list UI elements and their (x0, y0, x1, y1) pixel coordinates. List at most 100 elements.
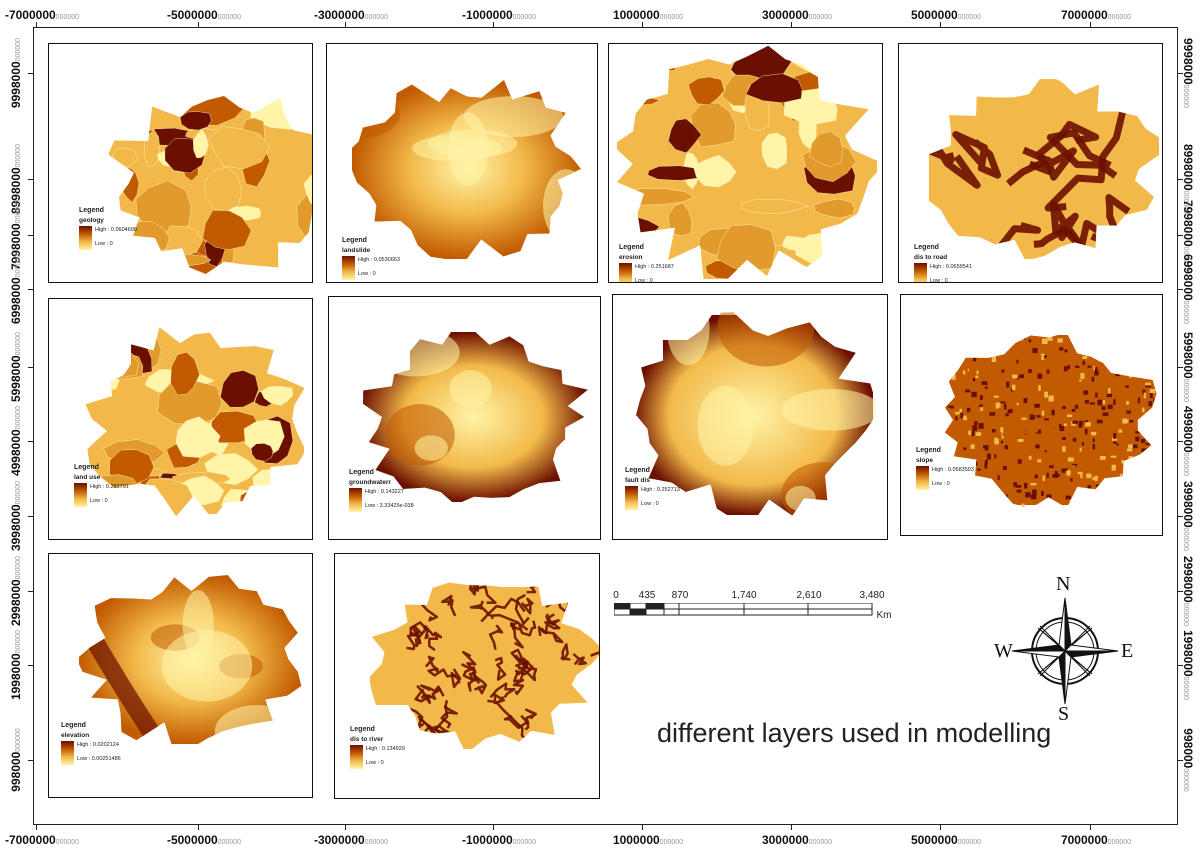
y-tick-right-5-decimals: 000000 (1182, 452, 1189, 477)
map-outline (611, 45, 882, 282)
y-tick-left-9-value: 998000 (9, 751, 23, 792)
legend-high-value: High : 0.252713 (641, 487, 680, 493)
x-tick-top-5-decimals: 000000 (808, 14, 833, 21)
x-tick-bottom-3-decimals: 000000 (512, 839, 537, 846)
legend-color-ramp (61, 741, 74, 765)
legend-low-value: Low : 0 (635, 278, 653, 283)
y-tick-right-4-decimals: 000000 (1182, 378, 1189, 403)
tick-mark (36, 22, 37, 27)
map-panel-dis-to-river: Legend dis to river High : 0.134929 Low : 0 (334, 553, 600, 799)
tick-mark (28, 73, 33, 74)
map-panel-slope: Legend slope High : 0.0583593 Low : 0 (900, 294, 1163, 536)
legend-high-value: High : 0.251687 (635, 264, 674, 270)
y-tick-left-3: 6998000000000 (9, 254, 23, 324)
x-tick-top-1-decimals: 000000 (217, 14, 242, 21)
map-outline (944, 332, 1158, 510)
dis-to-river-map (368, 582, 599, 755)
x-tick-bottom-0-decimals: 000000 (55, 839, 80, 846)
scale-bar-graphic (614, 603, 873, 616)
legend-values: High : 0.143227 Low : 3.33425e-038 (365, 487, 414, 511)
y-tick-right-6-value: 3998000 (1181, 480, 1195, 528)
x-tick-bottom-4-decimals: 000000 (659, 839, 684, 846)
y-tick-right-6: 3998000000000 (1181, 481, 1195, 551)
x-tick-bottom-4: 1000000000000 (613, 833, 683, 847)
tick-mark (198, 825, 199, 830)
fault-dis-legend: Legend fault dis High : 0.252713 Low : 0 (625, 467, 680, 510)
scale-unit: Km (876, 610, 892, 621)
x-tick-top-0: -7000000000000 (5, 8, 79, 22)
legend-title: Legend (79, 207, 104, 214)
y-tick-right-0-decimals: 000000 (1182, 84, 1189, 109)
figure-caption: different layers used in modelling (657, 718, 1052, 748)
legend-low-value: Low : 0 (358, 271, 376, 277)
map-panel-geology: Legend geology High : 0.0604608 Low : 0 (48, 43, 313, 283)
fault-dis-map (635, 311, 877, 523)
y-tick-left-4: 5998000000000 (9, 332, 23, 402)
y-tick-right-7-decimals: 000000 (1182, 602, 1189, 627)
legend-layer-name: land use (74, 474, 101, 481)
y-tick-left-3-value: 6998000 (9, 277, 23, 325)
tick-mark (940, 825, 941, 830)
north-label: N (1056, 573, 1071, 595)
map-outline (368, 582, 599, 755)
landslide-legend: Legend landslide High : 0.0530663 Low : 0 (342, 237, 400, 280)
y-tick-left-9-decimals: 000000 (15, 728, 22, 752)
tick-mark (1178, 367, 1183, 368)
y-tick-right-9-value: 998000 (1181, 728, 1195, 769)
land-use-map (84, 326, 307, 521)
tick-mark (493, 825, 494, 830)
x-tick-top-1-value: -5000000 (166, 8, 218, 22)
x-tick-bottom-2-value: -3000000 (313, 833, 365, 847)
tick-mark (36, 825, 37, 830)
groundwater-map (362, 326, 589, 506)
legend-low-value: Low : 3.33425e-038 (365, 503, 414, 509)
legend-values: High : 0.0530663 Low : 0 (358, 255, 400, 279)
y-tick-left-5-value: 4998000 (9, 429, 23, 477)
legend-values: High : 0.0604608 Low : 0 (95, 225, 137, 249)
legend-color-ramp (342, 256, 355, 280)
x-tick-top-6: 5000000000000 (911, 8, 981, 22)
x-tick-top-7-value: 7000000 (1060, 8, 1108, 22)
tick-mark (1178, 516, 1183, 517)
legend-values: High : 0.0659541 Low : 0 (930, 262, 972, 283)
y-tick-left-2-decimals: 000000 (15, 199, 22, 224)
y-tick-left-7-decimals: 000000 (15, 555, 22, 580)
y-tick-right-1-value: 8998000 (1181, 143, 1195, 191)
map-panel-fault-dis: Legend fault dis High : 0.252713 Low : 0 (612, 294, 888, 540)
tick-mark (1090, 825, 1091, 830)
legend-values: High : 0.252713 Low : 0 (641, 485, 680, 509)
tick-mark (28, 367, 33, 368)
y-tick-left-8-decimals: 000000 (15, 629, 22, 654)
legend-color-ramp (916, 466, 929, 490)
map-outline (107, 95, 312, 275)
tick-mark (791, 825, 792, 830)
west-label: W (994, 640, 1013, 662)
geology-map (107, 95, 312, 275)
legend-high-value: High : 0.0604608 (95, 227, 137, 233)
y-tick-right-8-value: 1998000 (1181, 629, 1195, 677)
y-tick-left-0: 9998000000000 (9, 38, 23, 108)
tick-mark (1178, 289, 1183, 290)
legend-values: High : 0.134929 Low : 0 (366, 744, 405, 768)
x-tick-bottom-2-decimals: 000000 (364, 839, 389, 846)
scale-label-1: 435 (638, 590, 656, 601)
tick-mark (345, 825, 346, 830)
elevation-legend: Legend elevation High : 0.0202124 Low : 0.0… (61, 722, 121, 765)
land-use-legend: Legend land use High : 0.282791 Low : 0 (74, 464, 129, 507)
legend-high-value: High : 0.134929 (366, 746, 405, 752)
legend-values: High : 0.251687 Low : 0 (635, 262, 674, 283)
y-tick-left-4-decimals: 000000 (15, 331, 22, 356)
tick-mark (28, 760, 33, 761)
y-tick-left-8-value: 1998000 (9, 653, 23, 701)
legend-layer-name: slope (916, 457, 933, 464)
x-tick-top-4-value: 1000000 (612, 8, 660, 22)
x-tick-top-6-value: 5000000 (910, 8, 958, 22)
x-tick-bottom-5: 3000000000000 (762, 833, 832, 847)
x-tick-bottom-2: -3000000000000 (314, 833, 388, 847)
y-tick-left-4-value: 5998000 (9, 355, 23, 403)
y-tick-left-5: 4998000000000 (9, 406, 23, 476)
y-tick-left-1-decimals: 000000 (15, 143, 22, 168)
dis-to-road-legend: Legend dis to road High : 0.0659541 Low : 0 (914, 244, 972, 283)
legend-low-value: Low : 0 (930, 278, 948, 283)
north-arrow: N S E W (990, 573, 1140, 726)
